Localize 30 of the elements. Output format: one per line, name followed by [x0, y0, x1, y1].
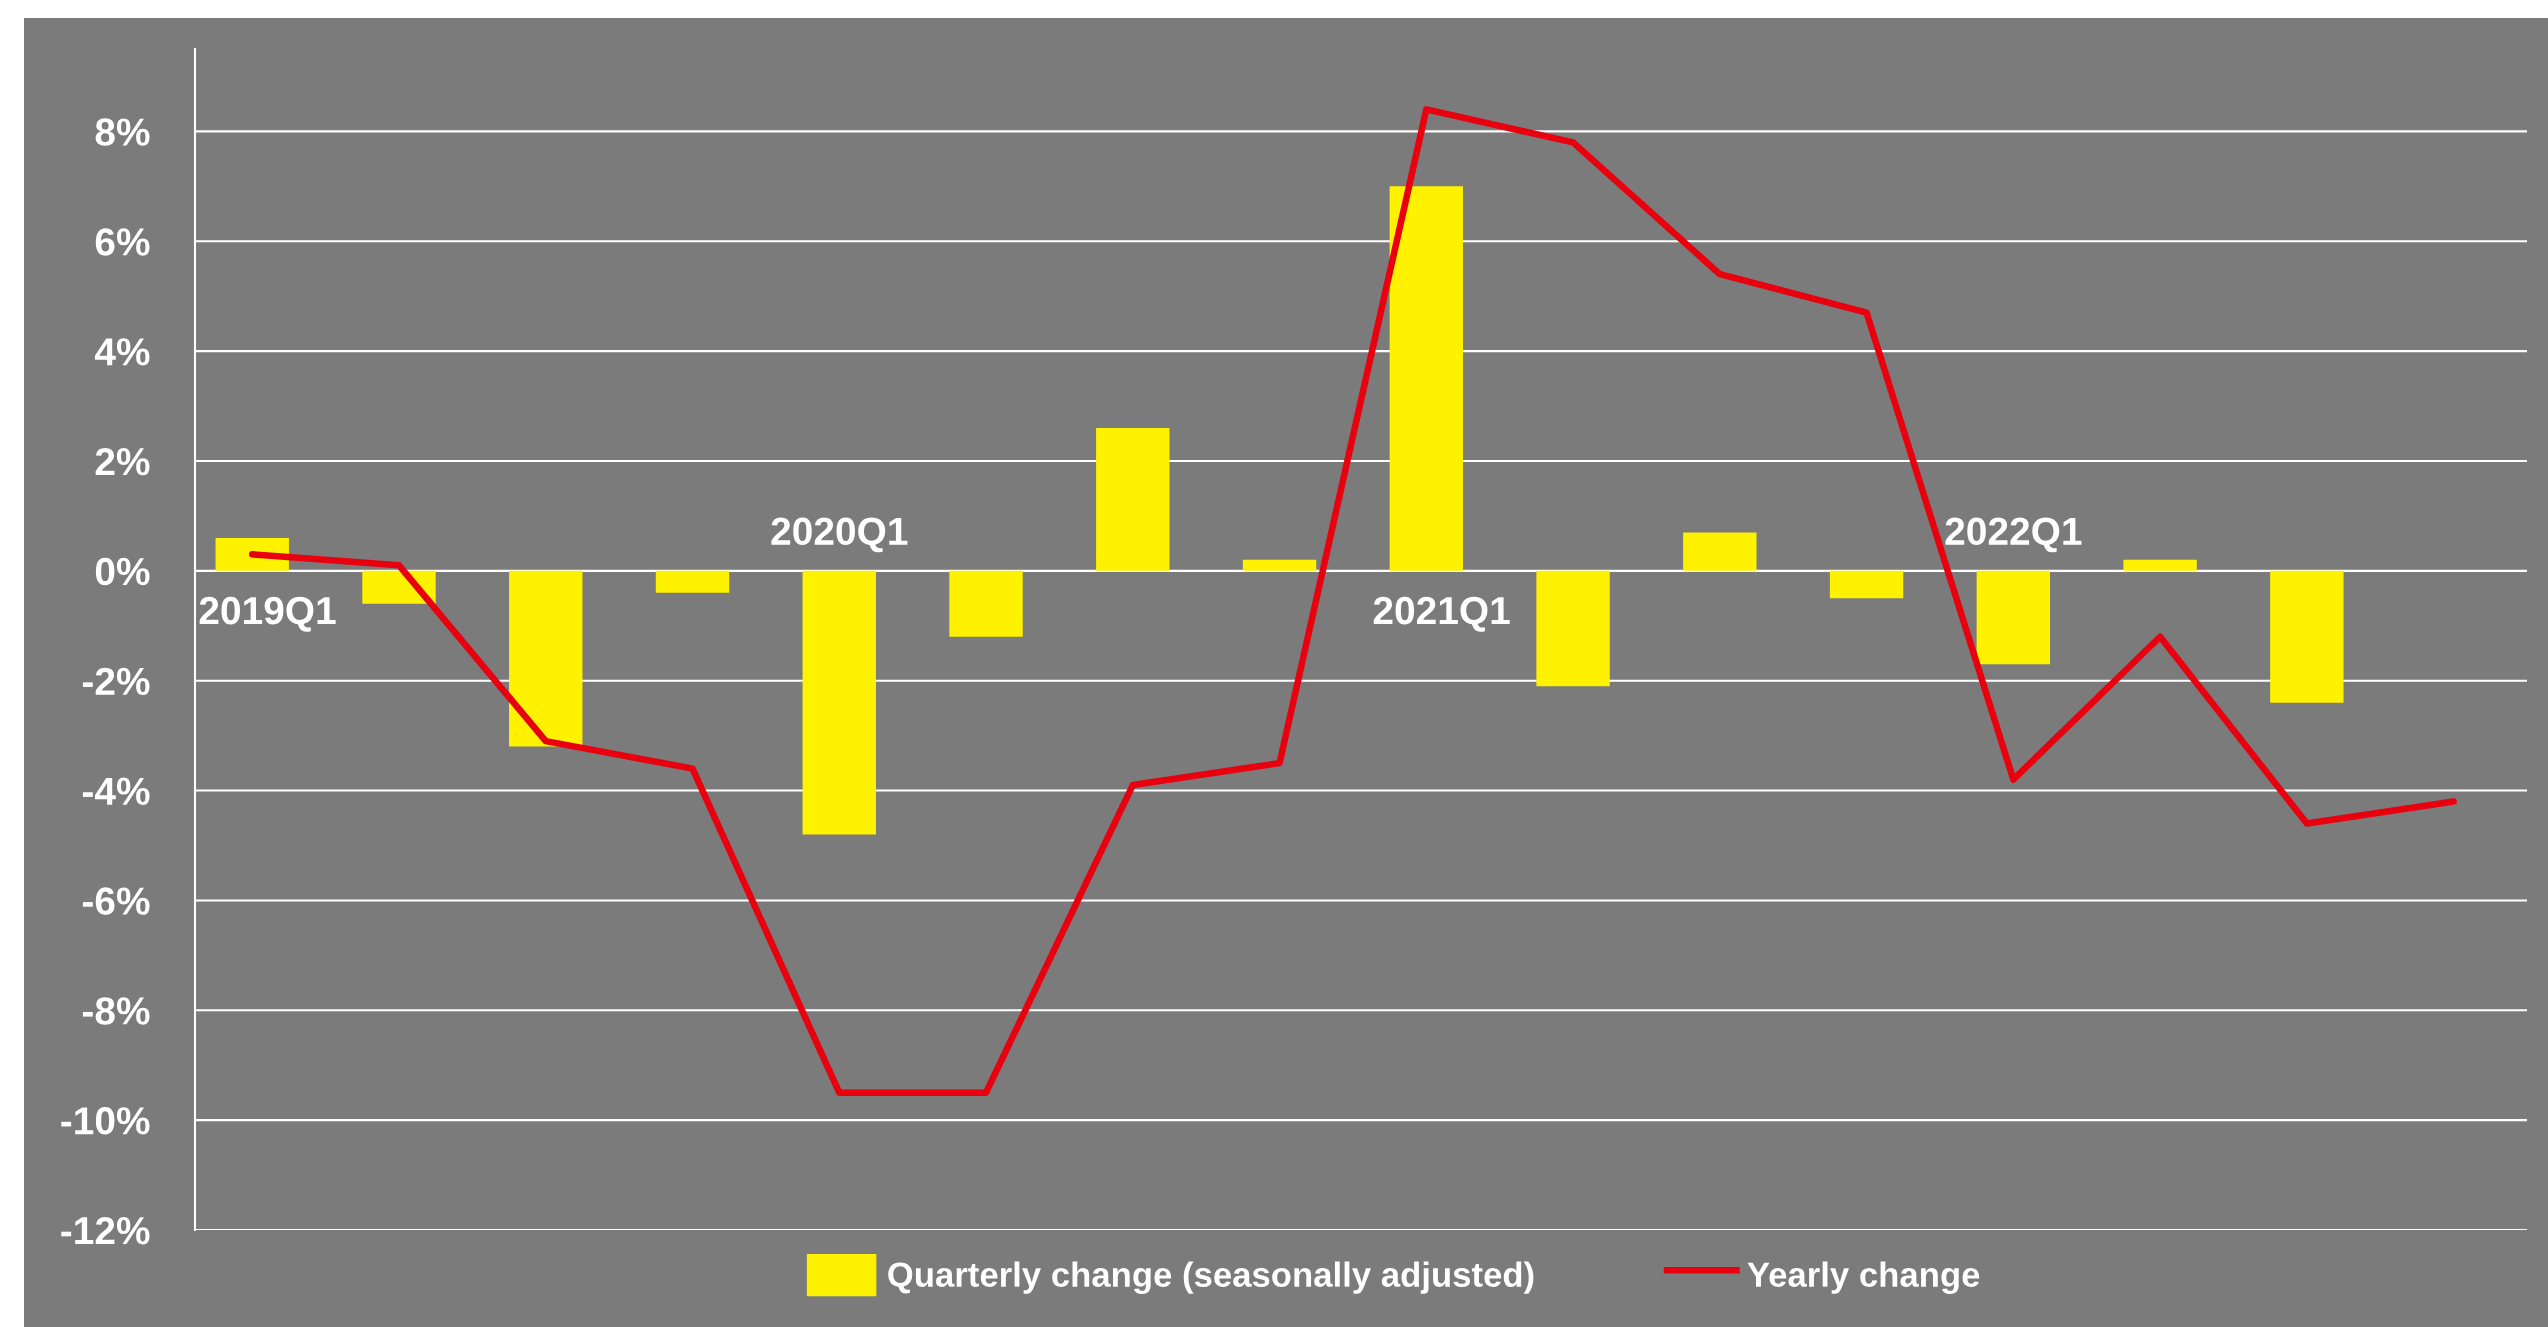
x-tick-label: 2019Q1 [199, 596, 336, 632]
y-tick-label: 0% [95, 557, 150, 586]
y-tick-label: -4% [82, 777, 150, 805]
bar [1389, 186, 1463, 571]
bar [1242, 559, 1317, 571]
y-tick-label: -10% [61, 1107, 150, 1135]
y-tick-label: -12% [61, 1216, 150, 1245]
legend-label: Yearly change [1747, 1261, 1980, 1294]
bar [1536, 570, 1610, 687]
bar [1683, 532, 1757, 571]
y-tick-label: -2% [82, 667, 150, 696]
bar [1829, 570, 1904, 599]
bar [655, 570, 730, 593]
y-tick-label: 8% [95, 118, 150, 146]
y-tick-label: 6% [95, 228, 150, 256]
y-tick-label: -6% [82, 887, 150, 915]
bar [1976, 570, 2051, 665]
y-tick-label: -8% [82, 997, 150, 1025]
legend-label: Quarterly change (seasonally adjusted) [888, 1261, 1534, 1294]
bar [1096, 428, 1170, 571]
bar [2123, 559, 2197, 571]
x-tick-label: 2021Q1 [1373, 596, 1510, 632]
y-tick-label: 4% [94, 338, 150, 366]
x-tick-label: 2022Q1 [1945, 517, 2082, 553]
bar [949, 570, 1023, 637]
y-tick-label: 2% [95, 447, 150, 476]
bar [509, 570, 583, 747]
bar [802, 570, 876, 835]
bar [2270, 570, 2344, 703]
x-tick-label: 2020Q1 [771, 517, 908, 553]
